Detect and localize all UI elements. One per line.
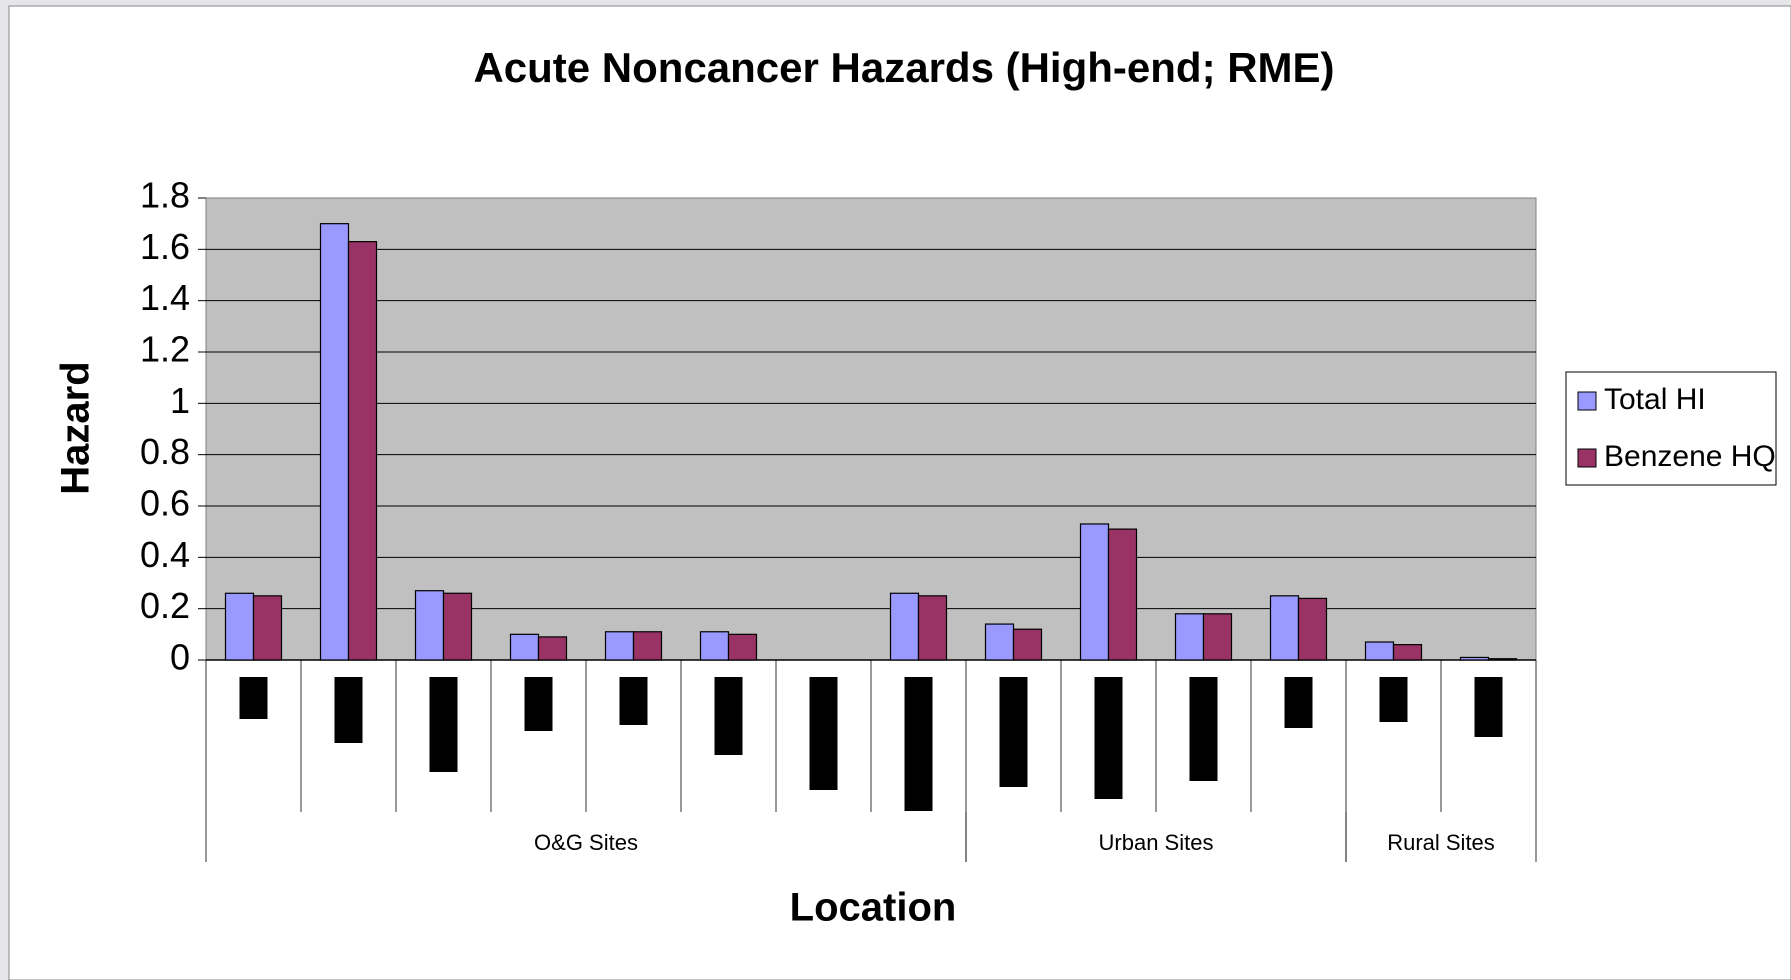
bar bbox=[1174, 613, 1205, 661]
y-tick-label: 1.6 bbox=[140, 226, 190, 267]
bar bbox=[984, 623, 1015, 661]
redaction bbox=[904, 677, 933, 811]
redaction bbox=[429, 677, 458, 772]
bar bbox=[1269, 595, 1300, 661]
bar bbox=[1487, 658, 1518, 661]
y-tick-label: 1.8 bbox=[140, 175, 190, 216]
bar bbox=[509, 633, 540, 661]
bar bbox=[224, 592, 255, 661]
bar bbox=[1364, 641, 1395, 661]
legend-label: Benzene HQ bbox=[1604, 440, 1776, 473]
bar bbox=[1459, 656, 1490, 661]
group-label: Urban Sites bbox=[1099, 830, 1214, 855]
chart-title: Acute Noncancer Hazards (High-end; RME) bbox=[473, 44, 1334, 91]
bar bbox=[1107, 528, 1138, 661]
bar bbox=[1297, 597, 1328, 661]
bar bbox=[347, 241, 378, 661]
legend-swatch bbox=[1577, 448, 1597, 468]
bar bbox=[414, 590, 445, 661]
bar bbox=[1079, 523, 1110, 661]
y-tick-label: 0.8 bbox=[140, 431, 190, 472]
bar bbox=[319, 223, 350, 661]
redaction bbox=[619, 677, 648, 725]
legend-swatch bbox=[1577, 391, 1597, 411]
redaction bbox=[1189, 677, 1218, 781]
bar bbox=[699, 631, 730, 661]
bar bbox=[442, 592, 473, 661]
redaction bbox=[334, 677, 363, 743]
group-label: Rural Sites bbox=[1387, 830, 1495, 855]
y-tick-label: 0.6 bbox=[140, 483, 190, 524]
y-axis-label: Hazard bbox=[54, 361, 98, 494]
redaction bbox=[1094, 677, 1123, 799]
redaction bbox=[1379, 677, 1408, 722]
redaction bbox=[999, 677, 1028, 787]
bar bbox=[1202, 613, 1233, 661]
y-tick-label: 0 bbox=[170, 637, 190, 678]
plot-area bbox=[205, 197, 1537, 661]
bar bbox=[604, 631, 635, 661]
redaction bbox=[524, 677, 553, 731]
bar bbox=[727, 633, 758, 661]
bar bbox=[1012, 628, 1043, 661]
bar bbox=[252, 595, 283, 661]
x-axis-label: Location bbox=[790, 886, 957, 930]
bar bbox=[537, 636, 568, 661]
y-tick-label: 1.4 bbox=[140, 277, 190, 318]
y-tick-label: 0.4 bbox=[140, 534, 190, 575]
redaction bbox=[1284, 677, 1313, 728]
bar bbox=[632, 631, 663, 661]
redaction bbox=[1474, 677, 1503, 737]
redaction bbox=[714, 677, 743, 755]
redaction bbox=[809, 677, 838, 790]
group-label: O&G Sites bbox=[534, 830, 638, 855]
legend-box bbox=[1565, 371, 1777, 486]
bar bbox=[1392, 643, 1423, 661]
bar bbox=[917, 595, 948, 661]
y-tick-label: 0.2 bbox=[140, 585, 190, 626]
bar bbox=[889, 592, 920, 661]
legend-label: Total HI bbox=[1604, 383, 1706, 416]
y-tick-label: 1 bbox=[170, 380, 190, 421]
y-tick-label: 1.2 bbox=[140, 329, 190, 370]
redaction bbox=[239, 677, 268, 719]
